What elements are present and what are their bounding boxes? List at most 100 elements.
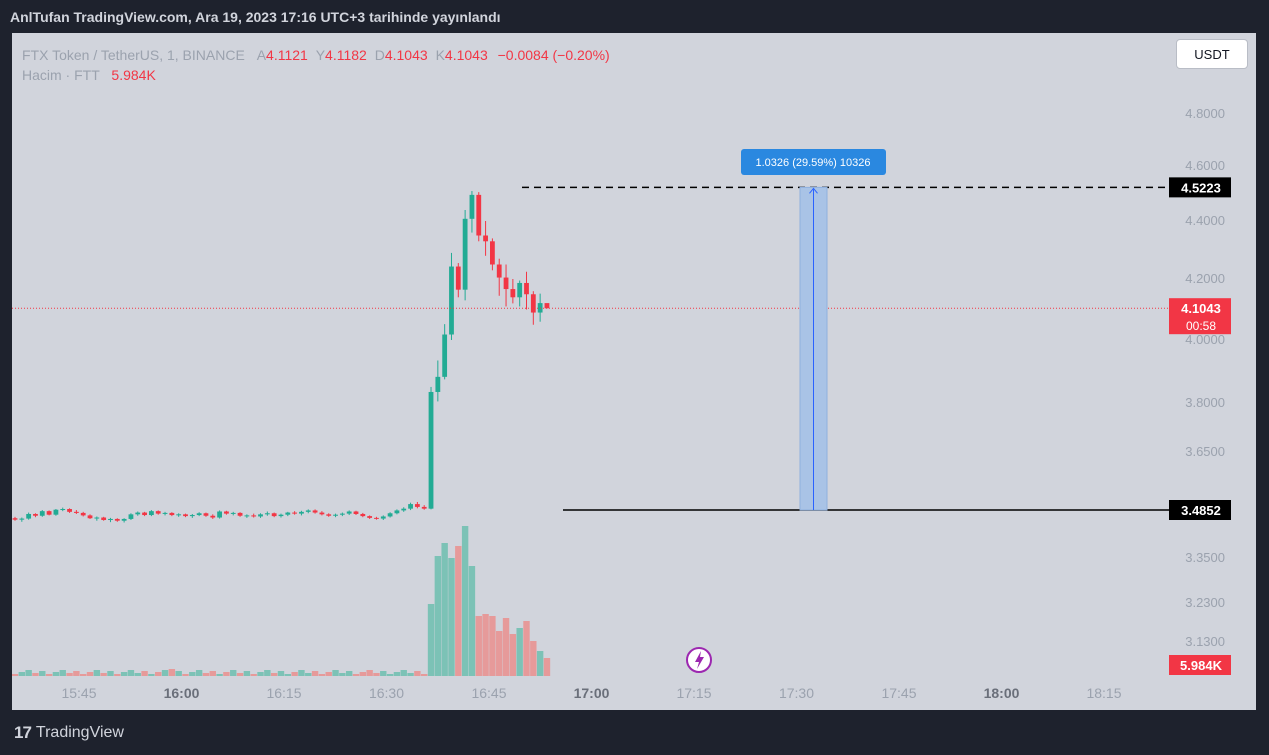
candle-body — [12, 518, 18, 520]
candle-body — [483, 235, 488, 242]
candle-body — [237, 512, 243, 516]
volume-value: 5.984K — [111, 67, 156, 83]
candle-body — [67, 509, 72, 512]
candle-body — [101, 517, 107, 521]
candle-body — [374, 517, 379, 519]
alert-icon[interactable] — [686, 647, 712, 673]
price-tick-label: 3.1300 — [1185, 634, 1225, 649]
candle-body — [346, 511, 352, 514]
volume-bar — [298, 670, 305, 676]
legend: FTX Token / TetherUS, 1, BINANCE A4.1121… — [22, 45, 610, 85]
low-label: D — [374, 47, 385, 63]
volume-bar — [277, 671, 285, 676]
volume-bar — [475, 616, 482, 676]
volume-bar — [516, 628, 523, 676]
volume-bar — [236, 673, 244, 676]
volume-bar — [175, 671, 182, 676]
volume-bar — [80, 674, 87, 676]
time-tick-label: 16:15 — [266, 685, 301, 701]
volume-bar — [12, 674, 19, 676]
candle-body — [142, 512, 147, 516]
candle-body — [108, 518, 113, 521]
volume-bar — [202, 673, 210, 676]
chart-pane[interactable]: 1.0326 (29.59%) 10326 4.8000 4.6000 4.4000… — [12, 33, 1256, 710]
volume-row: Hacim · FTT 5.984K — [22, 65, 610, 85]
price-tick-label: 3.3500 — [1185, 550, 1225, 565]
open-value: 4.1121 — [266, 47, 308, 63]
candle-body — [39, 511, 45, 516]
candle-body — [517, 282, 523, 298]
volume-bars — [12, 526, 551, 676]
volume-bar — [168, 669, 176, 676]
candle-body — [285, 512, 291, 515]
candle-body — [353, 511, 359, 514]
price-range-measure[interactable]: 1.0326 (29.59%) 10326 — [741, 149, 886, 511]
candle-body — [189, 515, 195, 517]
candle-body — [455, 266, 461, 290]
high-level-price-tag — [1169, 177, 1231, 198]
volume-bar — [243, 671, 251, 676]
volume-bar — [52, 672, 60, 676]
candle-body — [196, 513, 202, 516]
volume-bar — [161, 670, 169, 676]
volume-bar — [291, 672, 298, 676]
candle-body — [264, 513, 270, 515]
volume-bar — [380, 671, 387, 676]
volume-bar — [509, 634, 517, 676]
time-axis: 15:45 16:00 16:15 16:30 16:45 17:00 17:15 17:30… — [61, 685, 1121, 701]
price-chart[interactable]: 1.0326 (29.59%) 10326 4.8000 4.6000 4.4000… — [12, 33, 1256, 710]
volume-bar — [489, 616, 496, 676]
candle-body — [394, 510, 400, 514]
volume-bar — [543, 658, 551, 676]
volume-bar — [182, 674, 189, 676]
candle-body — [80, 512, 86, 516]
volume-bar — [195, 670, 203, 676]
currency-button[interactable]: USDT — [1176, 39, 1248, 69]
brand-name: TradingView — [35, 724, 124, 741]
candle-body — [87, 515, 93, 519]
candle-body — [46, 511, 52, 515]
volume-bar — [305, 673, 312, 676]
volume-bar — [352, 674, 360, 676]
candle-body — [408, 504, 413, 509]
footer: 17 TradingView — [14, 723, 124, 743]
volume-bar — [264, 670, 271, 676]
volume-bar — [530, 641, 537, 676]
candle-body — [33, 513, 38, 516]
measure-arrow-head — [809, 187, 818, 194]
price-tick-label: 3.8000 — [1185, 395, 1225, 410]
volume-bar — [141, 671, 148, 676]
candle-body — [449, 266, 454, 335]
candle-body — [524, 282, 529, 295]
candle-body — [176, 514, 182, 516]
candle-body — [339, 513, 345, 515]
close-value: 4.1043 — [444, 47, 488, 63]
price-axis: 4.8000 4.6000 4.4000 4.2000 4.0000 3.8000 3.65… — [1169, 106, 1231, 675]
volume-bar — [502, 618, 510, 676]
candle-body — [19, 518, 25, 520]
volume-bar — [216, 674, 223, 676]
candle-body — [510, 289, 516, 298]
volume-bar — [107, 671, 114, 676]
measure-tooltip-text: 1.0326 (29.59%) 10326 — [756, 157, 871, 169]
price-tick-label: 4.2000 — [1185, 271, 1225, 286]
volume-bar — [496, 631, 503, 676]
candle-body — [169, 512, 175, 516]
volume-bar — [100, 673, 107, 676]
time-tick-label: 16:00 — [164, 685, 200, 701]
lightning-icon — [695, 651, 704, 669]
candle-body — [490, 241, 495, 265]
candle-body — [217, 511, 222, 518]
low-level-price-tag — [1169, 500, 1231, 520]
candle-body — [380, 516, 386, 519]
candle-body — [128, 514, 134, 519]
candle-body — [258, 514, 263, 517]
candle-body — [442, 334, 448, 377]
candle-body — [367, 516, 373, 518]
volume-bar — [120, 672, 128, 676]
volume-bar — [461, 526, 469, 676]
volume-bar — [345, 671, 353, 676]
low-level-price-tag-text: 3.4852 — [1181, 503, 1221, 518]
time-tick-label: 17:00 — [574, 685, 610, 701]
volume-bar — [209, 671, 216, 676]
